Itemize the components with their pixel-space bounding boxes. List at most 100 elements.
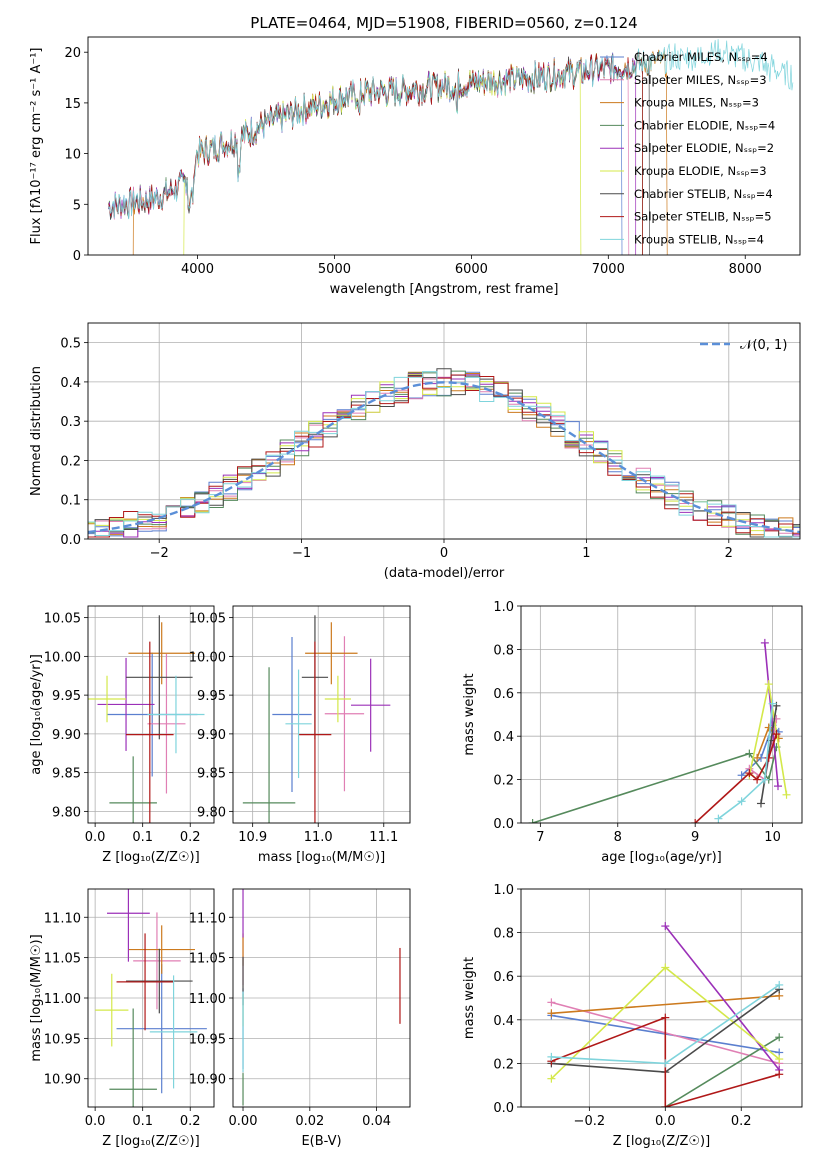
y-tick-label: 0.6 — [493, 687, 514, 702]
legend-entry: Kroupa ELODIE, Nₛₛₚ=3 — [634, 164, 767, 178]
x-tick-label: 11.1 — [369, 830, 398, 845]
x-tick-label: −2 — [150, 546, 169, 561]
y-axis-label: Flux [fλ10⁻¹⁷ erg cm⁻² s⁻¹ A⁻¹] — [29, 48, 44, 245]
y-tick-label: 0.0 — [493, 817, 514, 832]
y-tick-label: 10.90 — [189, 1073, 226, 1088]
x-tick-label: 0 — [440, 546, 448, 561]
x-tick-label: 10.9 — [238, 830, 267, 845]
y-tick-label: 0.2 — [60, 454, 81, 469]
plot-area-4 — [528, 638, 791, 823]
x-axis-label: wavelength [Angstrom, rest frame] — [330, 282, 559, 297]
y-tick-label: 10 — [64, 148, 81, 163]
y-tick-label: 0.4 — [493, 1014, 514, 1029]
x-tick-label: 1 — [582, 546, 590, 561]
x-tick-label: 0.00 — [229, 1114, 258, 1129]
y-tick-label: 9.90 — [52, 728, 81, 743]
y-axis-label: mass weight — [462, 957, 477, 1039]
legend: Chabrier MILES, Nₛₛₚ=4 Salpeter MILES, Nₛ… — [600, 50, 775, 246]
y-tick-label: 0.6 — [493, 970, 514, 985]
legend-entry: Chabrier MILES, Nₛₛₚ=4 — [634, 50, 768, 64]
spectrum-line — [108, 50, 650, 255]
y-axis-label: Normed distribution — [29, 366, 44, 496]
y-tick-label: 9.95 — [52, 689, 81, 704]
panel-1: −2 −1 0 1 2 0.0 0.1 0.2 0.3 0.4 0.5 (data-model)/er… — [29, 322, 801, 581]
y-tick-label: 9.80 — [52, 805, 81, 820]
x-axis-label: E(B-V) — [301, 1134, 341, 1149]
panel-2: 0.0 0.1 0.2 9.80 9.85 9.90 9.95 10.00 10.05 Z [lo… — [29, 605, 215, 865]
histogram-step — [88, 368, 800, 538]
x-tick-label: 0.0 — [655, 1114, 676, 1129]
x-tick-label: 0.2 — [180, 830, 201, 845]
x-tick-label: 8000 — [729, 262, 762, 277]
x-tick-label: −0.2 — [574, 1114, 606, 1129]
y-tick-label: 0.2 — [493, 774, 514, 789]
x-tick-label: 0.2 — [731, 1114, 752, 1129]
x-tick-label: 2 — [725, 546, 733, 561]
x-tick-label: 0.1 — [132, 830, 153, 845]
y-tick-label: 10.90 — [44, 1073, 81, 1088]
y-tick-label: 20 — [64, 46, 81, 61]
weight-line — [664, 1036, 780, 1107]
chart-title: PLATE=0464, MJD=51908, FIBERID=0560, z=0… — [250, 14, 637, 32]
y-tick-label: 0.4 — [493, 730, 514, 745]
y-tick-label: 10.05 — [189, 612, 226, 627]
legend-entry: Chabrier STELIB, Nₛₛₚ=4 — [634, 187, 773, 201]
axes-frame — [87, 36, 801, 256]
plot-area-1 — [88, 368, 800, 538]
y-tick-label: 15 — [64, 97, 81, 112]
x-tick-label: 0.02 — [295, 1114, 324, 1129]
legend-entry: Salpeter MILES, Nₛₛₚ=3 — [634, 73, 767, 87]
y-tick-label: 0.2 — [493, 1057, 514, 1072]
histogram-step — [88, 370, 800, 538]
y-tick-label: 11.05 — [44, 952, 81, 967]
legend-entry: Chabrier ELODIE, Nₛₛₚ=4 — [634, 118, 775, 132]
x-tick-label: 0.0 — [85, 830, 106, 845]
x-tick-label: 0.2 — [180, 1114, 201, 1129]
plot-area-7 — [547, 922, 784, 1107]
histogram-step — [88, 371, 800, 538]
y-tick-label: 0.0 — [60, 533, 81, 548]
axes-frame — [87, 888, 215, 1108]
weight-line — [551, 995, 780, 1015]
y-tick-label: 0.5 — [60, 337, 81, 352]
x-tick-label: 7 — [536, 830, 544, 845]
x-tick-label: 5000 — [318, 262, 351, 277]
plot-area-0 — [108, 39, 794, 255]
x-tick-label: 11.0 — [304, 830, 333, 845]
y-tick-label: 5 — [73, 198, 81, 213]
y-tick-label: 10.00 — [189, 650, 226, 665]
spectrum-line — [132, 49, 668, 255]
x-tick-label: 0.04 — [362, 1114, 391, 1129]
y-tick-label: 9.85 — [197, 767, 226, 782]
axes-frame — [520, 605, 803, 824]
x-tick-label: −1 — [292, 546, 311, 561]
y-tick-label: 0.8 — [493, 643, 514, 658]
panel-7: −0.2 0.0 0.2 0.0 0.2 0.4 0.6 0.8 1.0 Z [log₁₀(Z/Z… — [462, 883, 803, 1149]
x-tick-label: 9 — [691, 830, 699, 845]
y-tick-label: 0.4 — [60, 376, 81, 391]
panel-4: 7 8 9 10 0.0 0.2 0.4 0.6 0.8 1.0 age [log₁₀(age/yr… — [462, 600, 803, 865]
x-tick-label: 0.0 — [85, 1114, 106, 1129]
y-axis-label: mass weight — [462, 673, 477, 755]
y-tick-label: 0.3 — [60, 415, 81, 430]
histogram-step — [88, 374, 800, 538]
legend-entry: Kroupa MILES, Nₛₛₚ=3 — [634, 96, 759, 110]
x-tick-label: 0.1 — [132, 1114, 153, 1129]
y-axis-label: age [log₁₀(age/yr)] — [29, 654, 44, 775]
axes-frame — [232, 888, 411, 1108]
y-tick-label: 9.80 — [197, 805, 226, 820]
y-tick-label: 0.0 — [493, 1101, 514, 1116]
y-tick-label: 10.95 — [189, 1032, 226, 1047]
x-axis-label: Z [log₁₀(Z/Z☉)] — [613, 1134, 710, 1149]
y-tick-label: 0.1 — [60, 494, 81, 509]
weight-line — [717, 703, 774, 820]
x-tick-label: 8 — [614, 830, 622, 845]
plot-area-2 — [88, 615, 205, 823]
axes-frame — [520, 888, 803, 1108]
y-axis-label: mass [log₁₀(M/M☉)] — [29, 934, 44, 1061]
y-tick-label: 9.95 — [197, 689, 226, 704]
legend-entry: Kroupa STELIB, Nₛₛₚ=4 — [634, 232, 764, 246]
weight-line — [664, 925, 780, 1071]
y-tick-label: 10.05 — [44, 612, 81, 627]
